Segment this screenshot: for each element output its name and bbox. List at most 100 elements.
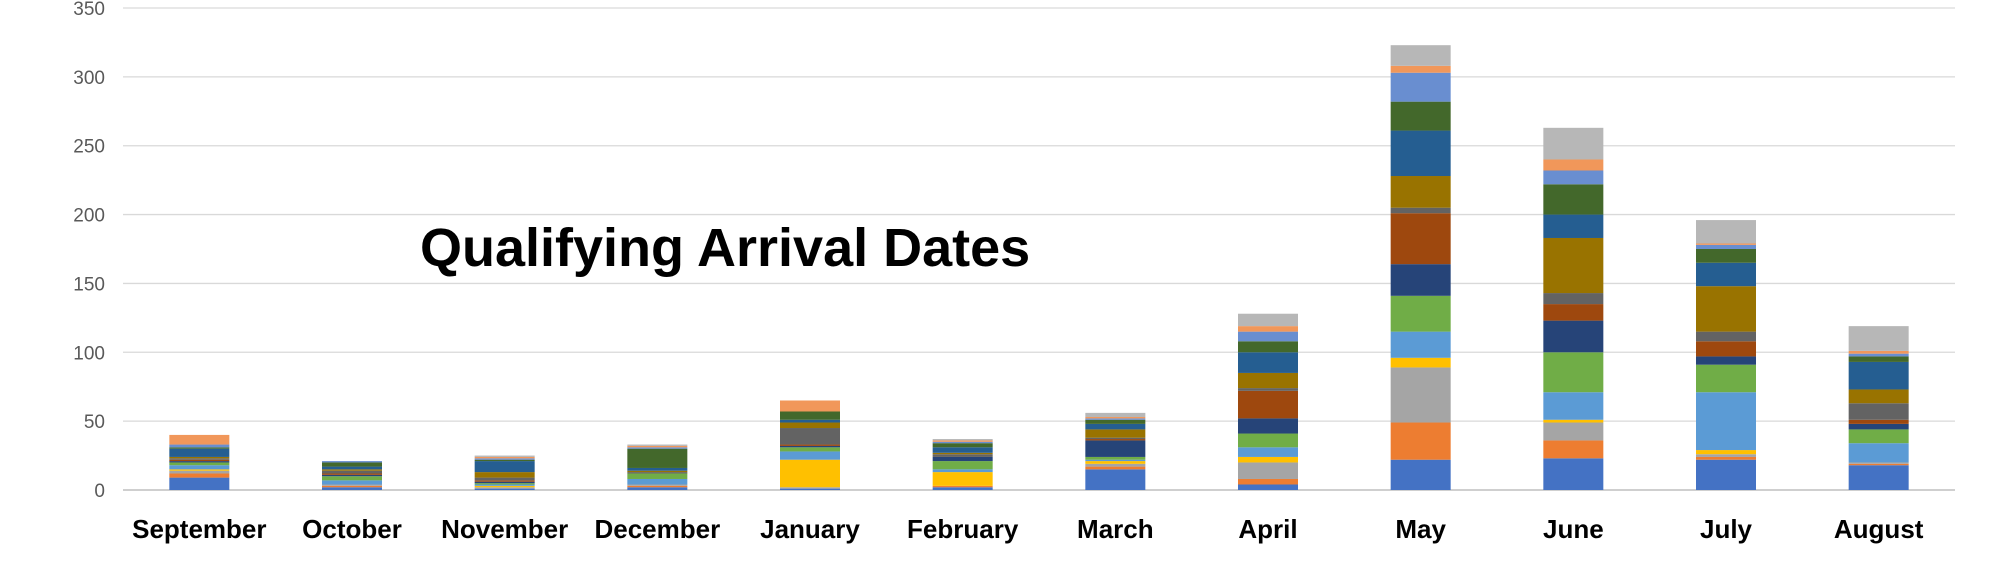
bar-segment xyxy=(1696,262,1756,287)
bar-segment xyxy=(1085,412,1146,418)
bar-segment xyxy=(1085,461,1146,464)
bar-segment xyxy=(474,461,535,473)
bar-segment xyxy=(474,472,535,478)
chart-title: Qualifying Arrival Dates xyxy=(420,218,1030,278)
bar-segment xyxy=(1696,220,1756,244)
bar-segment xyxy=(1696,459,1756,490)
bar-segment xyxy=(322,484,382,486)
bar-segment xyxy=(169,434,230,445)
bar-segment xyxy=(1390,213,1451,265)
x-tick-label: July xyxy=(1700,514,1753,544)
bar-segment xyxy=(1696,244,1756,249)
bar-segment xyxy=(780,451,840,460)
bar-segment xyxy=(1238,418,1298,434)
bar-segment xyxy=(1390,459,1451,490)
bar-segment xyxy=(169,459,230,462)
bar-segment xyxy=(169,470,230,474)
y-tick-label: 50 xyxy=(84,412,105,433)
bar-segment xyxy=(1085,469,1146,490)
x-tick-label: February xyxy=(907,514,1019,544)
bar-segment xyxy=(1543,170,1604,185)
bar-segment xyxy=(1848,389,1909,404)
bar-segment xyxy=(1696,331,1756,342)
bar-segment xyxy=(780,411,840,420)
bar-segment xyxy=(1390,45,1451,66)
gridlines xyxy=(123,7,1955,491)
bar-segment xyxy=(474,455,535,457)
y-tick-label: 100 xyxy=(73,343,105,364)
bar-segment xyxy=(780,422,840,429)
bar-segment xyxy=(169,456,230,459)
bar-segment xyxy=(169,477,230,490)
bar-segment xyxy=(1543,159,1604,171)
bar-segment xyxy=(1238,341,1298,353)
bar-segment xyxy=(1085,437,1146,440)
bar-segment xyxy=(1696,454,1756,457)
bar-segment xyxy=(932,441,993,444)
bar-segment xyxy=(1238,326,1298,332)
bar-segment xyxy=(322,476,382,481)
bar-segment xyxy=(1390,65,1451,73)
bar-segment xyxy=(1543,458,1604,490)
bar-segment xyxy=(1085,417,1146,419)
bar-segment xyxy=(322,466,382,470)
bar-segment xyxy=(1390,367,1451,423)
bar-segment xyxy=(1238,390,1298,419)
bar-segment xyxy=(1390,422,1451,460)
bar-segment xyxy=(1696,356,1756,365)
bar-segment xyxy=(780,444,840,446)
bar-segment xyxy=(1543,184,1604,215)
x-tick-label: November xyxy=(441,514,568,544)
bar-segment xyxy=(1238,478,1298,485)
bar-segment xyxy=(627,444,688,446)
bar-segment xyxy=(1848,462,1909,464)
bar-segment xyxy=(1390,357,1451,368)
bar-segment xyxy=(932,440,993,442)
bar-segment xyxy=(1848,356,1909,362)
bar-segment xyxy=(627,485,688,488)
bar-segment xyxy=(322,485,382,488)
bar-segment xyxy=(1696,341,1756,357)
bar-segment xyxy=(932,452,993,455)
bar-segment xyxy=(322,480,382,485)
bar-segment xyxy=(1543,214,1604,238)
bar-segment xyxy=(1543,440,1604,459)
bar-segment xyxy=(474,481,535,484)
bar-segment xyxy=(1696,364,1756,393)
bar-segment xyxy=(1543,392,1604,420)
bar-segment xyxy=(932,456,993,462)
bar-segment xyxy=(1696,243,1756,245)
bar-segment xyxy=(627,448,688,468)
bar-segment xyxy=(1238,456,1298,463)
bar-segment xyxy=(780,428,840,445)
bar-segment xyxy=(1543,320,1604,353)
bar-segment xyxy=(169,444,230,448)
bar-segment xyxy=(1848,423,1909,430)
bar-segment xyxy=(627,473,688,479)
y-axis-tick-labels: 0 50 100 150 200 250 300 350 xyxy=(73,0,105,502)
x-tick-label: October xyxy=(302,514,402,544)
bar-segment xyxy=(1085,459,1146,462)
bar-segment xyxy=(322,461,382,463)
bar-segment xyxy=(627,445,688,448)
bar-segment xyxy=(627,478,688,485)
bar-segment xyxy=(1848,403,1909,420)
bar-segment xyxy=(322,474,382,477)
bar-segment xyxy=(1238,372,1298,389)
x-tick-label: June xyxy=(1543,514,1604,544)
bar-segment xyxy=(1390,176,1451,208)
bar-segment xyxy=(474,483,535,485)
x-tick-label: December xyxy=(594,514,720,544)
bar-segment xyxy=(1238,462,1298,479)
bar-segment xyxy=(1696,249,1756,263)
bar-segment xyxy=(932,472,993,486)
bar-segment xyxy=(780,419,840,423)
bar-segment xyxy=(1085,439,1146,441)
bar-segment xyxy=(1543,352,1604,393)
bar-segment xyxy=(474,477,535,481)
bar-segment xyxy=(1085,463,1146,467)
bar-segment xyxy=(780,459,840,488)
bar-segment xyxy=(1848,419,1909,424)
bar-segment xyxy=(932,439,993,441)
